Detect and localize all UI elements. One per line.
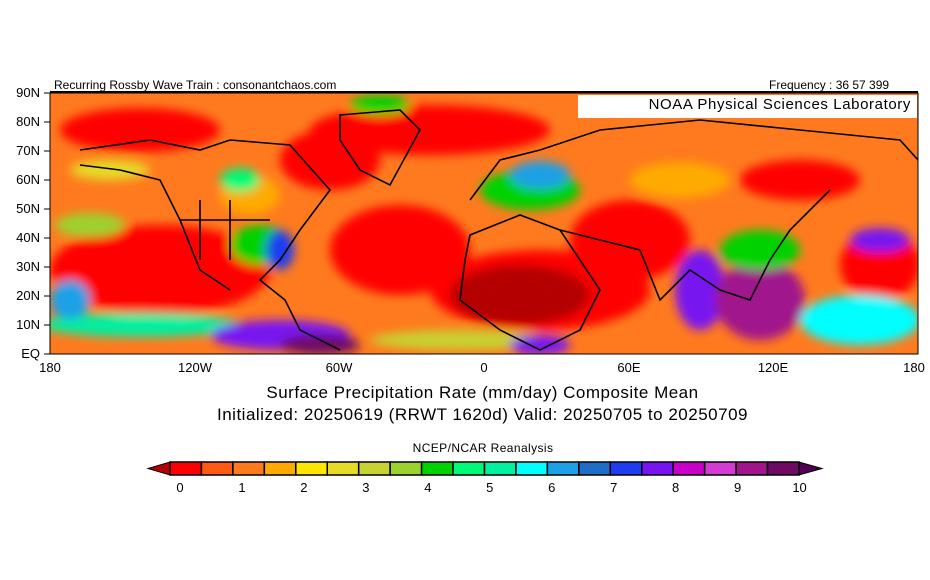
colorbar-swatch xyxy=(389,461,423,476)
colorbar-swatch xyxy=(452,461,486,476)
x-tick-label: 180 xyxy=(39,360,61,375)
colorbar-swatch xyxy=(326,461,360,476)
x-tick-label: 120W xyxy=(178,360,212,375)
colorbar-swatch xyxy=(232,461,266,476)
colorbar-label: 10 xyxy=(792,480,807,495)
colorbar-swatch xyxy=(420,461,454,476)
colorbar-swatch xyxy=(546,461,580,476)
x-tick-label: 120E xyxy=(757,360,789,375)
x-tick-label: 60W xyxy=(325,360,353,375)
x-tick-label: 180 xyxy=(903,360,925,375)
colorbar-swatch xyxy=(263,461,297,476)
y-tick-label: 40N xyxy=(16,230,40,245)
y-tick-label: 60N xyxy=(16,172,40,187)
y-tick-label: 80N xyxy=(16,114,40,129)
map-title: Surface Precipitation Rate (mm/day) Comp… xyxy=(266,383,699,402)
y-tick-label: 50N xyxy=(16,201,40,216)
colorbar-swatch xyxy=(703,461,737,476)
colorbar xyxy=(146,461,824,476)
y-tick-label: 30N xyxy=(16,259,40,274)
colorbar-label: 7 xyxy=(610,480,618,495)
colorbar-swatch xyxy=(295,461,328,476)
x-tick-label: 0 xyxy=(480,360,488,375)
y-tick-label: EQ xyxy=(21,346,40,361)
colorbar-swatch xyxy=(672,461,706,476)
colorbar-source: NCEP/NCAR Reanalysis xyxy=(412,441,554,455)
colorbar-over-triangle xyxy=(798,461,824,476)
colorbar-label: 6 xyxy=(548,480,556,495)
colorbar-label: 1 xyxy=(238,480,246,495)
precip-field xyxy=(50,93,918,354)
colorbar-label: 0 xyxy=(176,480,184,495)
x-tick-label: 60E xyxy=(617,360,641,375)
y-tick-label: 10N xyxy=(16,317,40,332)
colorbar-swatch xyxy=(578,461,612,476)
colorbar-swatch xyxy=(357,461,391,476)
colorbar-swatch xyxy=(515,461,549,476)
colorbar-label: 8 xyxy=(672,480,680,495)
nameplate: NOAA Physical Sciences Laboratory xyxy=(578,95,917,118)
figure-header-right: Frequency : 36 57 399 xyxy=(769,78,890,92)
colorbar-swatch xyxy=(609,461,643,476)
colorbar-swatch xyxy=(766,461,800,476)
map-subtitle: Initialized: 20250619 (RRWT 1620d) Valid… xyxy=(217,405,748,424)
colorbar-label: 9 xyxy=(733,480,742,495)
colorbar-swatch xyxy=(641,461,674,476)
y-tick-label: 70N xyxy=(16,143,40,158)
y-tick-label: 20N xyxy=(16,288,40,303)
figure-header-left: Recurring Rossby Wave Train : consonantc… xyxy=(54,78,337,92)
colorbar-label: 5 xyxy=(486,480,494,495)
colorbar-swatch xyxy=(483,461,517,476)
colorbar-swatch xyxy=(735,461,769,476)
colorbar-under-triangle xyxy=(146,461,171,476)
colorbar-label: 2 xyxy=(300,480,308,495)
colorbar-label: 3 xyxy=(362,480,370,495)
y-tick-label: 90N xyxy=(16,85,40,100)
colorbar-swatch xyxy=(200,461,234,476)
coastlines xyxy=(79,109,918,351)
colorbar-swatch xyxy=(169,461,203,476)
colorbar-label: 4 xyxy=(424,480,432,495)
